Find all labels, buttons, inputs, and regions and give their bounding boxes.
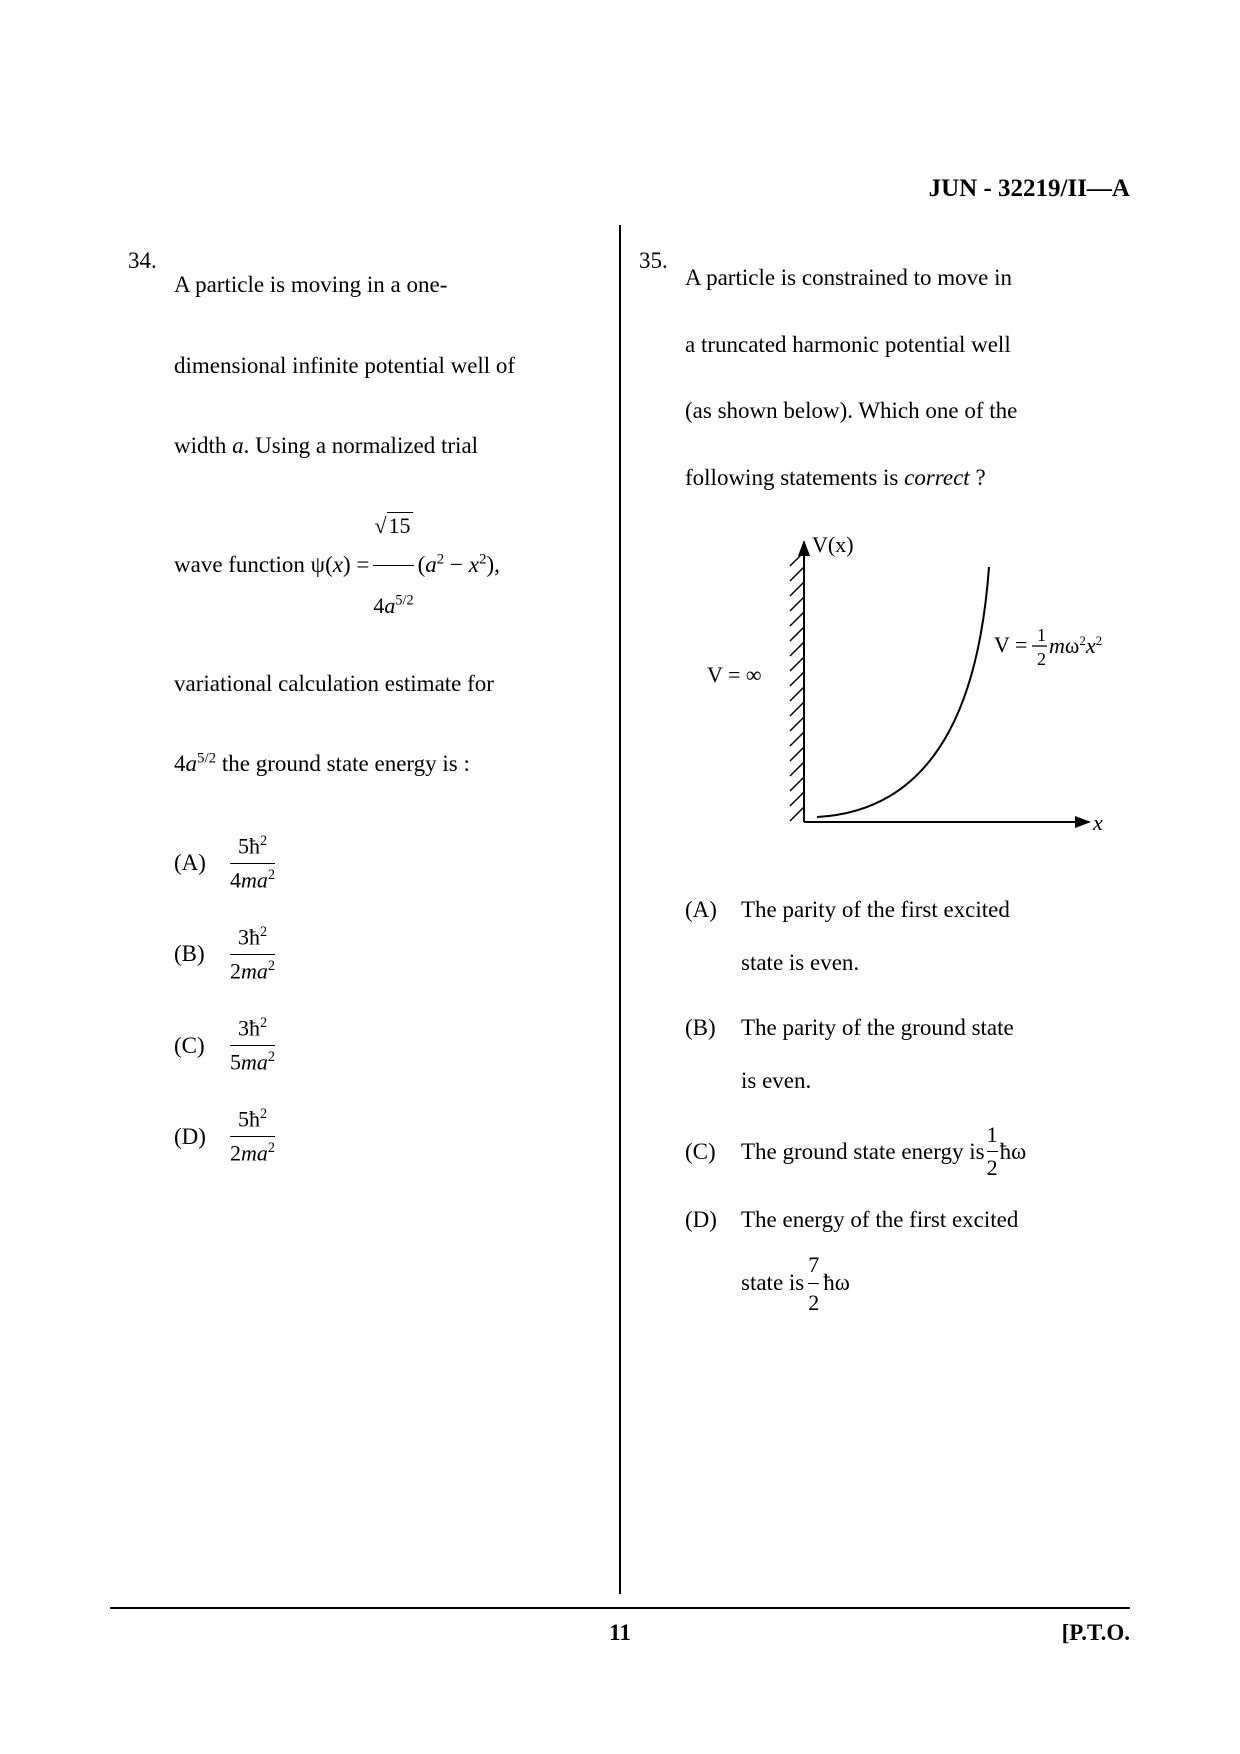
stem-line: 4a5/2 the ground state energy is : [174,751,470,776]
page-number: 11 [0,1620,1240,1646]
sqrt15-over-4a52: √15 4a5/2 [373,487,413,644]
footer-rule [110,1607,1130,1609]
stem-line: dimensional infinite potential well of [174,353,515,378]
svg-text:x: x [1092,810,1103,835]
stem-line: following statements is correct ? [685,465,986,490]
svg-text:V = 12mω2x2: V = 12mω2x2 [994,625,1102,669]
stem-line-formula: wave function ψ(x) = √15 4a5/2 (a2 − x2)… [174,487,500,644]
frac-D: 5ħ2 2ma2 [230,1104,275,1169]
question-number: 35. [639,245,685,1320]
option-b: (B) The parity of the ground state is ev… [685,1002,1112,1108]
stem-line: variational calculation estimate for [174,671,494,696]
option-b: (B) 3ħ2 2ma2 [174,922,601,987]
question-number: 34. [128,245,174,1196]
svg-text:V = ∞: V = ∞ [707,662,762,687]
svg-text:V(x): V(x) [812,532,854,557]
stem-line: width a. Using a normalized trial [174,433,478,458]
question-stem: A particle is constrained to move in a t… [685,245,1112,512]
frac-A: 5ħ2 4ma2 [230,831,275,896]
option-d: (D) 5ħ2 2ma2 [174,1104,601,1169]
exam-page: JUN - 32219/II—A 34. A particle is movin… [0,0,1240,1754]
frac-B: 3ħ2 2ma2 [230,922,275,987]
option-c: (C) 3ħ2 5ma2 [174,1013,601,1078]
question-body: A particle is constrained to move in a t… [685,245,1112,1320]
question-34: 34. A particle is moving in a one- dimen… [128,245,601,1196]
left-column: 34. A particle is moving in a one- dimen… [110,225,619,1594]
stem-line: A particle is constrained to move in [685,265,1012,290]
option-d: (D) The energy of the first excited stat… [685,1202,1112,1320]
question-body: A particle is moving in a one- dimension… [174,245,601,1196]
option-a: (A) 5ħ2 4ma2 [174,831,601,896]
stem-line: a truncated harmonic potential well [685,332,1011,357]
option-c: (C) The ground state energy is 1 2 ħω [685,1120,1112,1185]
right-column: 35. A particle is constrained to move in… [621,225,1130,1594]
stem-line: A particle is moving in a one- [174,272,447,297]
question-stem: A particle is moving in a one- dimension… [174,245,601,805]
frac-C: 3ħ2 5ma2 [230,1013,275,1078]
option-a: (A) The parity of the first excited stat… [685,884,1112,990]
potential-well-graph: V(x) V = ∞ x V = 12mω2x2 [685,522,1112,866]
graph-svg: V(x) V = ∞ x V = 12mω2x2 [689,522,1109,857]
pto-label: [P.T.O. [1062,1620,1130,1646]
content-columns: 34. A particle is moving in a one- dimen… [110,225,1130,1594]
stem-line: (as shown below). Which one of the [685,398,1017,423]
question-35: 35. A particle is constrained to move in… [639,245,1112,1320]
paper-code: JUN - 32219/II—A [929,175,1130,203]
